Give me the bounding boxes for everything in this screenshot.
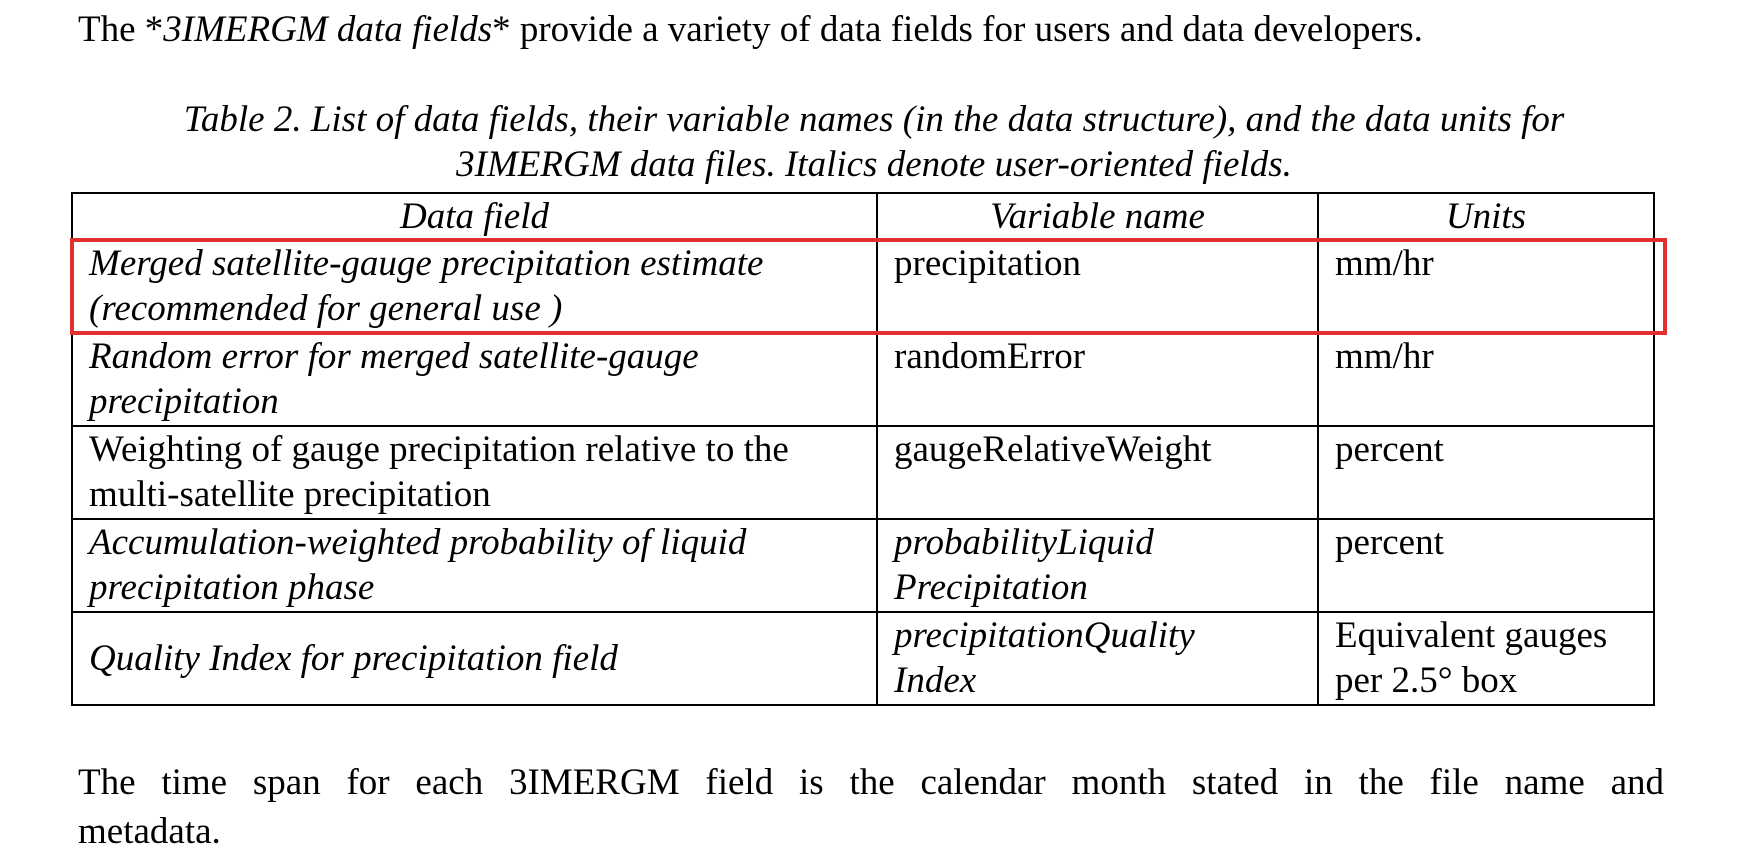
- intro-paragraph: The *3IMERGM data fields* provide a vari…: [78, 4, 1423, 56]
- field-cell: Accumulation-weighted probability of liq…: [71, 518, 878, 613]
- table-caption-line1: Table 2. List of data fields, their vari…: [183, 99, 1565, 140]
- units-cell: Equivalent gauges per 2.5° box: [1317, 611, 1655, 706]
- field-line: multi-satellite precipitation: [89, 474, 491, 515]
- field-line: Merged satellite-gauge precipitation est…: [89, 243, 764, 284]
- field-line: Random error for merged satellite-gauge: [89, 336, 699, 377]
- variable-line: Index: [894, 660, 977, 701]
- closing-paragraph-line2: metadata.: [78, 811, 221, 852]
- intro-suffix: * provide a variety of data fields for u…: [492, 9, 1423, 50]
- table-header-row: Data field Variable name Units: [71, 192, 1655, 241]
- table-row: Accumulation-weighted probability of liq…: [71, 518, 1655, 613]
- field-cell: Quality Index for precipitation field: [71, 611, 878, 706]
- variable-cell: probabilityLiquid Precipitation: [876, 518, 1319, 613]
- variable-line: precipitationQuality: [894, 615, 1195, 656]
- field-line: Accumulation-weighted probability of liq…: [89, 522, 747, 563]
- intro-prefix: The *: [78, 9, 164, 50]
- units-line: Equivalent gauges: [1335, 615, 1608, 656]
- units-cell: mm/hr: [1317, 239, 1655, 334]
- highlight-box: [70, 238, 1667, 335]
- table-row: Quality Index for precipitation field pr…: [71, 611, 1655, 706]
- header-units: Units: [1317, 192, 1655, 241]
- field-cell: Weighting of gauge precipitation relativ…: [71, 425, 878, 520]
- variable-cell: gaugeRelativeWeight: [876, 425, 1319, 520]
- table-caption-line2: 3IMERGM data files. Italics denote user-…: [456, 144, 1292, 185]
- units-cell: percent: [1317, 425, 1655, 520]
- units-line: per 2.5° box: [1335, 660, 1518, 701]
- header-variable-name: Variable name: [876, 192, 1319, 241]
- field-line: (recommended for general use ): [89, 288, 563, 329]
- closing-paragraph-line1: The time span for each 3IMERGM field is …: [78, 762, 1664, 803]
- units-cell: mm/hr: [1317, 332, 1655, 427]
- variable-cell: precipitationQuality Index: [876, 611, 1319, 706]
- header-data-field: Data field: [71, 192, 878, 241]
- variable-cell: randomError: [876, 332, 1319, 427]
- field-line: Weighting of gauge precipitation relativ…: [89, 429, 789, 470]
- table-row: Random error for merged satellite-gauge p…: [71, 332, 1655, 427]
- table-row: Weighting of gauge precipitation relativ…: [71, 425, 1655, 520]
- field-cell: Random error for merged satellite-gauge p…: [71, 332, 878, 427]
- field-line: precipitation: [89, 381, 279, 422]
- intro-emphasis: 3IMERGM data fields: [163, 9, 493, 50]
- units-cell: percent: [1317, 518, 1655, 613]
- field-line: precipitation phase: [89, 567, 375, 608]
- variable-line: Precipitation: [894, 567, 1088, 608]
- variable-line: probabilityLiquid: [894, 522, 1154, 563]
